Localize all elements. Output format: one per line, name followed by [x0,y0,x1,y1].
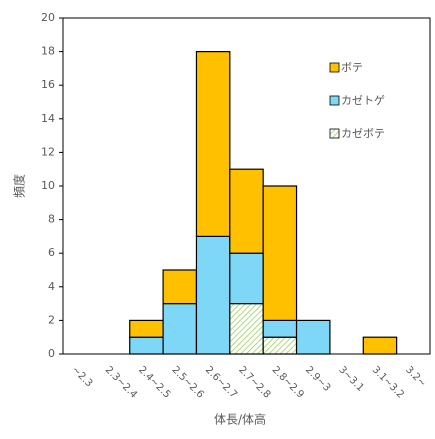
bar-segment [262,319,298,338]
bar-segment [229,168,264,254]
bar-segment [229,303,264,355]
bar-segment [262,185,298,321]
x-tick-label: 2.7~2.8 [236,364,272,400]
x-tick-label: 2.3~2.4 [103,364,139,400]
y-axis-label: 頻度 [12,174,27,198]
y-tick-label: 14 [41,112,55,125]
x-tick-label: 2.6~2.7 [203,364,239,400]
bar-segment [162,269,198,305]
y-tick-label: 0 [48,347,55,360]
bar-segment [295,319,331,355]
plot-frame [62,17,431,355]
y-tick-label: 16 [41,78,55,91]
y-tick-label: 12 [41,145,55,158]
legend-label: カゼトゲ [341,94,385,107]
x-tick-label: 3.2~ [403,364,428,389]
legend-label: カゼボテ [341,127,385,140]
bar-segment [129,336,164,355]
bar-segment [362,336,398,355]
legend-swatch [329,95,340,106]
y-tick-label: 6 [48,246,55,259]
y-tick-label: 18 [41,45,55,58]
x-tick-label: 2.8~2.9 [270,364,306,400]
y-tick-label: 20 [41,11,55,24]
y-tick-label: 2 [48,313,55,326]
bar-segment [195,235,231,355]
x-tick-label: ~2.3 [69,364,94,389]
legend-swatch [329,128,340,139]
y-tick-label: 10 [41,179,55,192]
x-tick-label: 2.5~2.6 [170,364,206,400]
x-tick-label: 3.1~3.2 [370,364,406,400]
legend-label: ボテ [341,61,363,74]
y-tick-label: 4 [48,280,55,293]
legend-swatch [329,62,340,73]
bar-segment [229,252,264,305]
bar-segment [129,319,164,338]
x-tick-label: 2.9~3 [303,364,332,393]
x-axis-label: 体長/体高 [214,412,266,427]
y-tick-label: 8 [48,213,55,226]
x-tick-label: 2.4~2.5 [136,364,172,400]
bar-segment [162,303,198,355]
bar-segment [262,336,298,355]
x-tick-label: 3~3.1 [336,364,365,393]
bar-segment [195,50,231,238]
